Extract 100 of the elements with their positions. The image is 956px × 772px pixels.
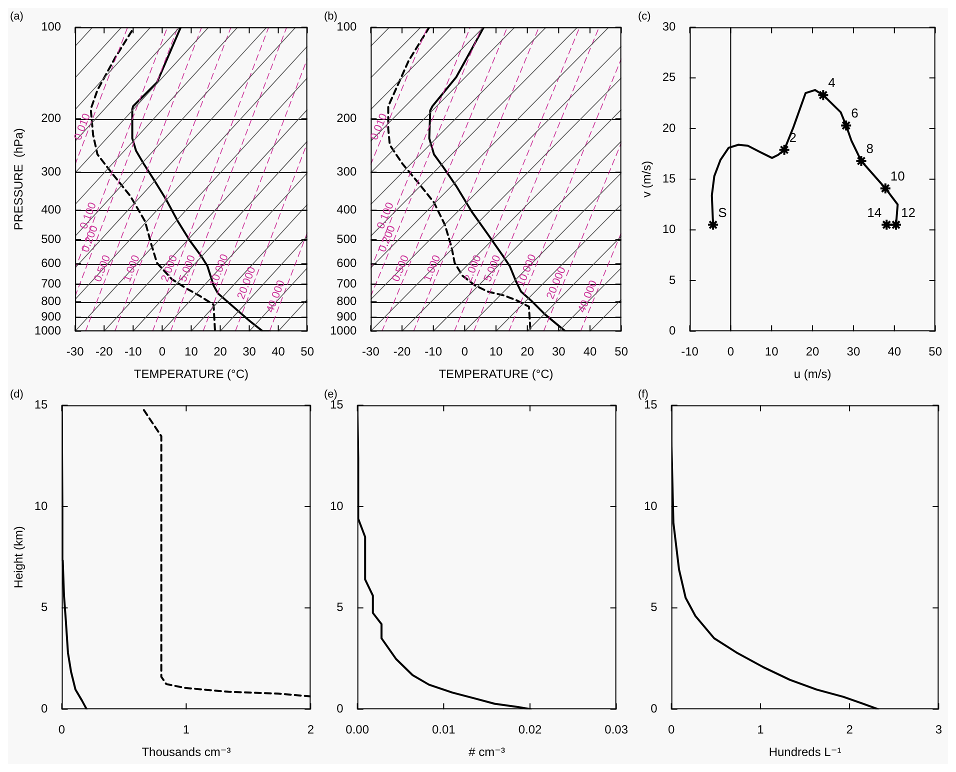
text: 40.000 — [264, 278, 288, 314]
text: 1.000 — [422, 254, 444, 284]
y-tick-label: 25 — [662, 70, 676, 84]
y-tick-label: 10 — [662, 222, 676, 236]
x-tick-label: 1 — [757, 722, 764, 737]
x-tick-label: 0.01 — [432, 722, 456, 737]
y-tick-label: 5 — [41, 600, 48, 614]
y-tick-label: 1000 — [330, 324, 358, 338]
y-tick-label: 900 — [41, 310, 62, 324]
y-tick-label: 0 — [669, 324, 676, 338]
y-tick-label: 5 — [669, 272, 676, 287]
text: 20.000 — [544, 265, 568, 301]
y-tick-label: 0 — [336, 702, 344, 716]
x-tick-label: 20 — [214, 344, 228, 359]
y-tick-label: 30 — [662, 20, 676, 34]
y-tick-label: 10 — [330, 498, 344, 513]
x-tick-label: 1 — [182, 722, 190, 737]
y-tick-label: 200 — [41, 111, 62, 126]
text: 40.000 — [576, 278, 600, 314]
x-tick-label: 2 — [846, 722, 854, 737]
x-tick-label: 40 — [272, 344, 286, 359]
annotation: 10 — [890, 168, 905, 184]
x-tick-label: 0 — [727, 344, 734, 359]
x-tick-label: -10 — [424, 344, 442, 359]
y-tick-label: 100 — [336, 20, 358, 34]
y-axis-title: v (m/s) — [640, 160, 654, 198]
y-tick-label: 100 — [41, 20, 62, 34]
x-tick-label: -10 — [681, 344, 699, 359]
x-tick-label: -30 — [362, 344, 380, 359]
y-tick-label: 300 — [41, 164, 62, 179]
x-axis-title: Thousands cm⁻³ — [142, 745, 231, 760]
y-tick-label: 0 — [650, 702, 658, 716]
y-tick-label: 5 — [650, 600, 658, 614]
x-tick-label: 0 — [158, 344, 166, 359]
text: 5.000 — [177, 254, 198, 284]
text: 10.000 — [514, 252, 539, 288]
chart-title: (a) — [10, 10, 24, 23]
x-tick-label: 20 — [520, 344, 534, 359]
text: 5.000 — [482, 254, 504, 284]
y-tick-label: 5 — [336, 600, 344, 614]
x-tick-label: 0.00 — [346, 722, 370, 737]
x-tick-label: -20 — [393, 344, 412, 359]
annotation: 4 — [828, 75, 836, 90]
x-tick-label: 30 — [552, 344, 566, 359]
y-tick-label: 400 — [336, 202, 358, 217]
text: 0.500 — [92, 254, 114, 284]
y-tick-label: 700 — [336, 276, 358, 290]
y-tick-label: 700 — [41, 276, 62, 290]
y-tick-label: 400 — [41, 202, 62, 217]
annotation: 12 — [901, 204, 916, 220]
x-tick-label: -20 — [95, 344, 114, 359]
x-tick-label: 10 — [184, 344, 198, 359]
y-tick-label: 200 — [336, 111, 358, 126]
text: 10.000 — [208, 252, 232, 288]
y-tick-label: 15 — [662, 172, 676, 186]
y-tick-label: 10 — [34, 498, 48, 513]
y-tick-label: 20 — [662, 120, 676, 135]
x-axis-title: TEMPERATURE (°C) — [134, 367, 248, 382]
x-tick-label: 0 — [461, 344, 468, 359]
x-tick-label: 50 — [614, 344, 628, 359]
x-tick-label: 30 — [846, 344, 860, 359]
x-axis-title: # cm⁻³ — [468, 745, 506, 760]
x-tick-label: 40 — [888, 344, 902, 359]
x-tick-label: 0.02 — [518, 722, 542, 737]
y-tick-label: 300 — [336, 164, 358, 179]
text: 0.010 — [72, 112, 94, 142]
x-tick-label: 30 — [242, 344, 256, 359]
x-tick-label: 20 — [806, 344, 820, 359]
x-tick-label: 50 — [300, 344, 314, 359]
text: 0.010 — [368, 112, 390, 142]
annotation: 14 — [867, 204, 882, 220]
y-tick-label: 15 — [34, 398, 48, 412]
y-tick-label: 500 — [336, 232, 358, 246]
x-tick-label: -10 — [124, 344, 142, 359]
y-tick-label: 1000 — [34, 324, 62, 338]
annotation: S — [718, 204, 728, 220]
chart-title: (e) — [324, 388, 338, 401]
y-tick-label: 10 — [644, 498, 658, 513]
x-axis-title: TEMPERATURE (°C) — [438, 367, 554, 382]
x-tick-label: 50 — [928, 344, 942, 359]
x-tick-label: 40 — [583, 344, 597, 359]
chart-title: (c) — [638, 10, 651, 23]
x-axis-title: Hundreds L⁻¹ — [768, 745, 842, 760]
y-tick-label: 800 — [336, 294, 358, 308]
y-tick-label: 900 — [336, 310, 358, 324]
annotation: 6 — [851, 106, 858, 121]
text: 20.000 — [235, 265, 258, 301]
text: 2.000 — [462, 254, 484, 284]
annotation: 8 — [866, 141, 874, 156]
x-tick-label: 10 — [764, 344, 779, 359]
x-tick-label: 2 — [307, 722, 314, 737]
chart-title: (d) — [10, 388, 24, 401]
x-tick-label: 0.03 — [604, 722, 628, 737]
y-tick-label: 500 — [41, 232, 62, 246]
x-tick-label: 3 — [935, 722, 942, 737]
y-tick-label: 600 — [41, 256, 62, 270]
y-tick-label: 0 — [41, 702, 48, 716]
y-axis-title: Height (km) — [12, 526, 26, 588]
x-tick-label: -30 — [66, 344, 84, 359]
x-tick-label: 10 — [489, 344, 504, 359]
